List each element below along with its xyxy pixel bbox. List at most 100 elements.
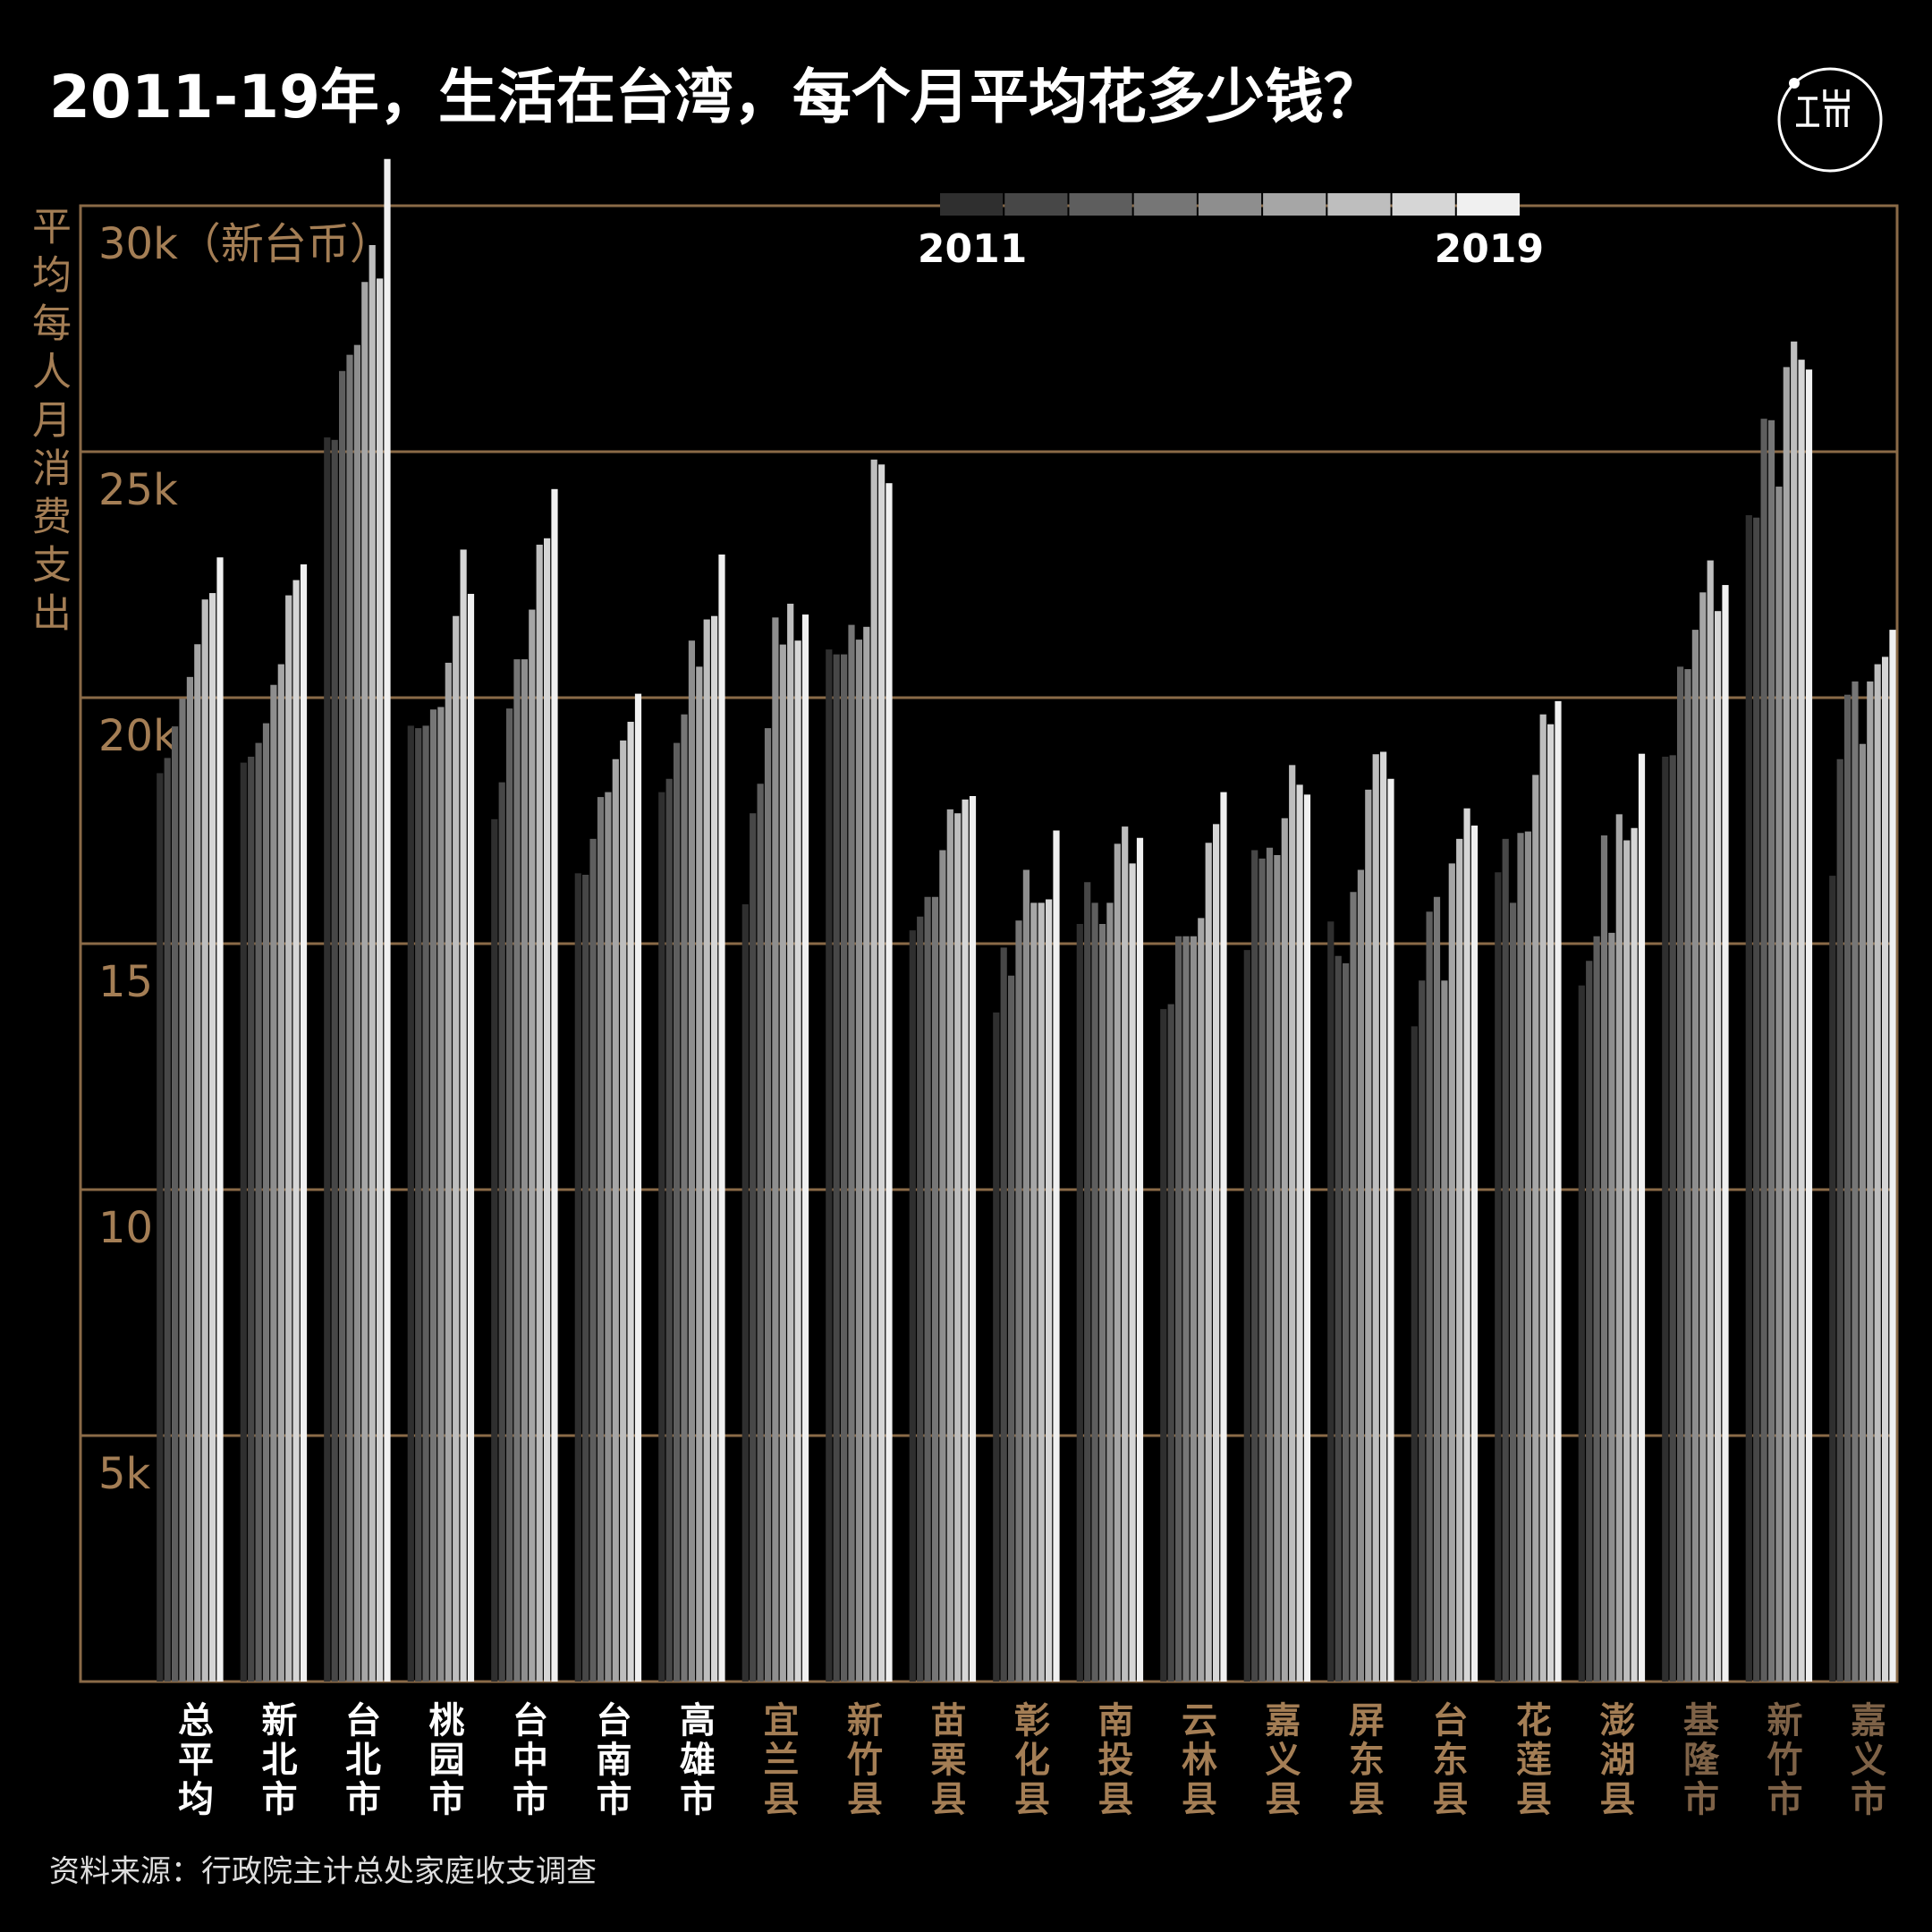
bar (1593, 936, 1600, 1682)
bar (1289, 765, 1296, 1682)
bar (1502, 838, 1509, 1682)
bar (1030, 902, 1038, 1682)
bar (1335, 955, 1342, 1682)
legend-swatch (1198, 193, 1262, 216)
bar (870, 459, 877, 1682)
bar (1357, 869, 1364, 1682)
y-tick-label: 15 (98, 957, 153, 1007)
bar (1798, 360, 1805, 1682)
bar (1387, 778, 1394, 1682)
bar (1022, 869, 1030, 1682)
bar (658, 792, 665, 1682)
logo-circle (1777, 67, 1883, 173)
x-tick-label: 总平均 (172, 1701, 214, 1819)
bar (1448, 863, 1455, 1682)
legend-swatch (1069, 193, 1132, 216)
bar (1258, 858, 1266, 1682)
bar (544, 538, 551, 1682)
bar (764, 728, 772, 1682)
bar (582, 875, 589, 1682)
source: 资料来源：行政院主计总处家庭收支调查 (49, 1854, 597, 1890)
legend-swatch (1263, 193, 1326, 216)
bar (292, 580, 300, 1682)
bar (384, 158, 391, 1682)
bar (1136, 837, 1144, 1682)
bar (1510, 902, 1517, 1682)
x-tick-label: 屏东县 (1343, 1701, 1385, 1819)
bar (1160, 1009, 1167, 1682)
bar (1470, 826, 1479, 1682)
bar (1767, 419, 1775, 1682)
bar (1038, 902, 1045, 1682)
x-tick-label: 基隆市 (1677, 1701, 1719, 1819)
legend-swatch (1456, 193, 1520, 216)
x-tick-label: 桃园市 (423, 1701, 465, 1819)
bar (1859, 743, 1866, 1682)
bar (1220, 792, 1227, 1682)
bar (1327, 921, 1335, 1682)
bar (1615, 814, 1623, 1682)
bar (262, 723, 270, 1682)
bar (1198, 918, 1205, 1682)
bar (270, 684, 277, 1682)
bar (681, 714, 688, 1682)
bar (179, 699, 186, 1682)
bar (574, 873, 581, 1682)
bar (1608, 932, 1615, 1682)
bar (1372, 754, 1379, 1682)
bar (453, 615, 460, 1682)
bar (969, 796, 977, 1682)
logo (1777, 67, 1883, 173)
x-tick-label: 台南市 (590, 1701, 631, 1819)
bar (1829, 876, 1836, 1682)
bar (1836, 758, 1843, 1682)
bar (794, 640, 801, 1682)
bar (1791, 341, 1798, 1682)
bar (1889, 630, 1896, 1682)
bar (787, 603, 794, 1682)
bar (674, 742, 681, 1682)
bar (1076, 924, 1083, 1682)
bar (1783, 367, 1790, 1682)
bar (627, 721, 634, 1682)
bar (1722, 585, 1729, 1682)
x-tick-label: 新北市 (256, 1701, 298, 1819)
bar (1707, 560, 1714, 1682)
bar (1699, 592, 1707, 1682)
bar (1000, 947, 1007, 1682)
bar (331, 439, 338, 1682)
bar (1753, 517, 1760, 1682)
bar (521, 659, 528, 1682)
bar (216, 557, 224, 1682)
bar (1114, 843, 1121, 1682)
bar (1882, 657, 1889, 1682)
bar (429, 709, 437, 1682)
bar (993, 1013, 1000, 1682)
y-tick-label: 25k (98, 465, 178, 515)
bar (750, 813, 757, 1682)
bar (620, 740, 627, 1682)
bar (346, 354, 353, 1682)
bar (248, 757, 255, 1682)
bar (1600, 835, 1608, 1682)
bar (612, 758, 619, 1682)
bar (460, 549, 467, 1682)
bar (1441, 980, 1448, 1682)
bar (1303, 794, 1311, 1682)
bar (164, 758, 171, 1682)
legend-swatch (1327, 193, 1391, 216)
x-tick-label: 澎湖县 (1594, 1701, 1636, 1819)
bar (1343, 963, 1350, 1682)
bar (407, 725, 414, 1682)
bar (924, 896, 931, 1682)
bar (1281, 818, 1288, 1682)
x-tick-label: 花莲县 (1510, 1701, 1552, 1819)
legend-label: 2011 (918, 226, 1027, 272)
bar (1205, 843, 1212, 1682)
bar (848, 624, 855, 1682)
bar (498, 782, 505, 1682)
bar (954, 813, 962, 1682)
bar (605, 792, 612, 1682)
bar (1745, 514, 1752, 1682)
